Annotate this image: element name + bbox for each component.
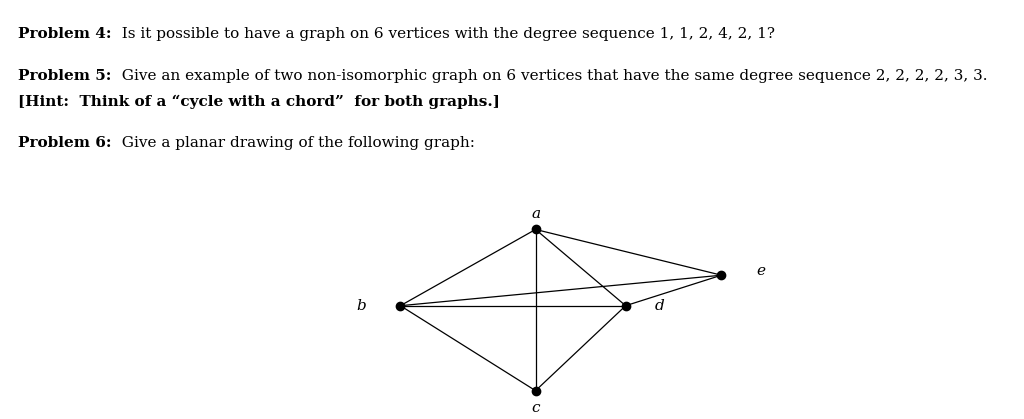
Text: Problem 6:: Problem 6: [18,136,112,150]
Text: d: d [654,299,665,313]
Text: Problem 5:: Problem 5: [18,69,112,83]
Text: [Hint:  Think of a “cycle with a chord”  for both graphs.]: [Hint: Think of a “cycle with a chord” f… [18,94,501,109]
Text: e: e [757,264,765,278]
Text: c: c [531,401,540,415]
Text: a: a [531,207,540,221]
Text: Give a planar drawing of the following graph:: Give a planar drawing of the following g… [112,136,475,150]
Text: Problem 4:: Problem 4: [18,27,112,41]
Text: Give an example of two non-isomorphic graph on 6 vertices that have the same deg: Give an example of two non-isomorphic gr… [112,69,987,83]
Text: Is it possible to have a graph on 6 vertices with the degree sequence 1, 1, 2, 4: Is it possible to have a graph on 6 vert… [112,27,775,41]
Text: b: b [356,299,366,313]
